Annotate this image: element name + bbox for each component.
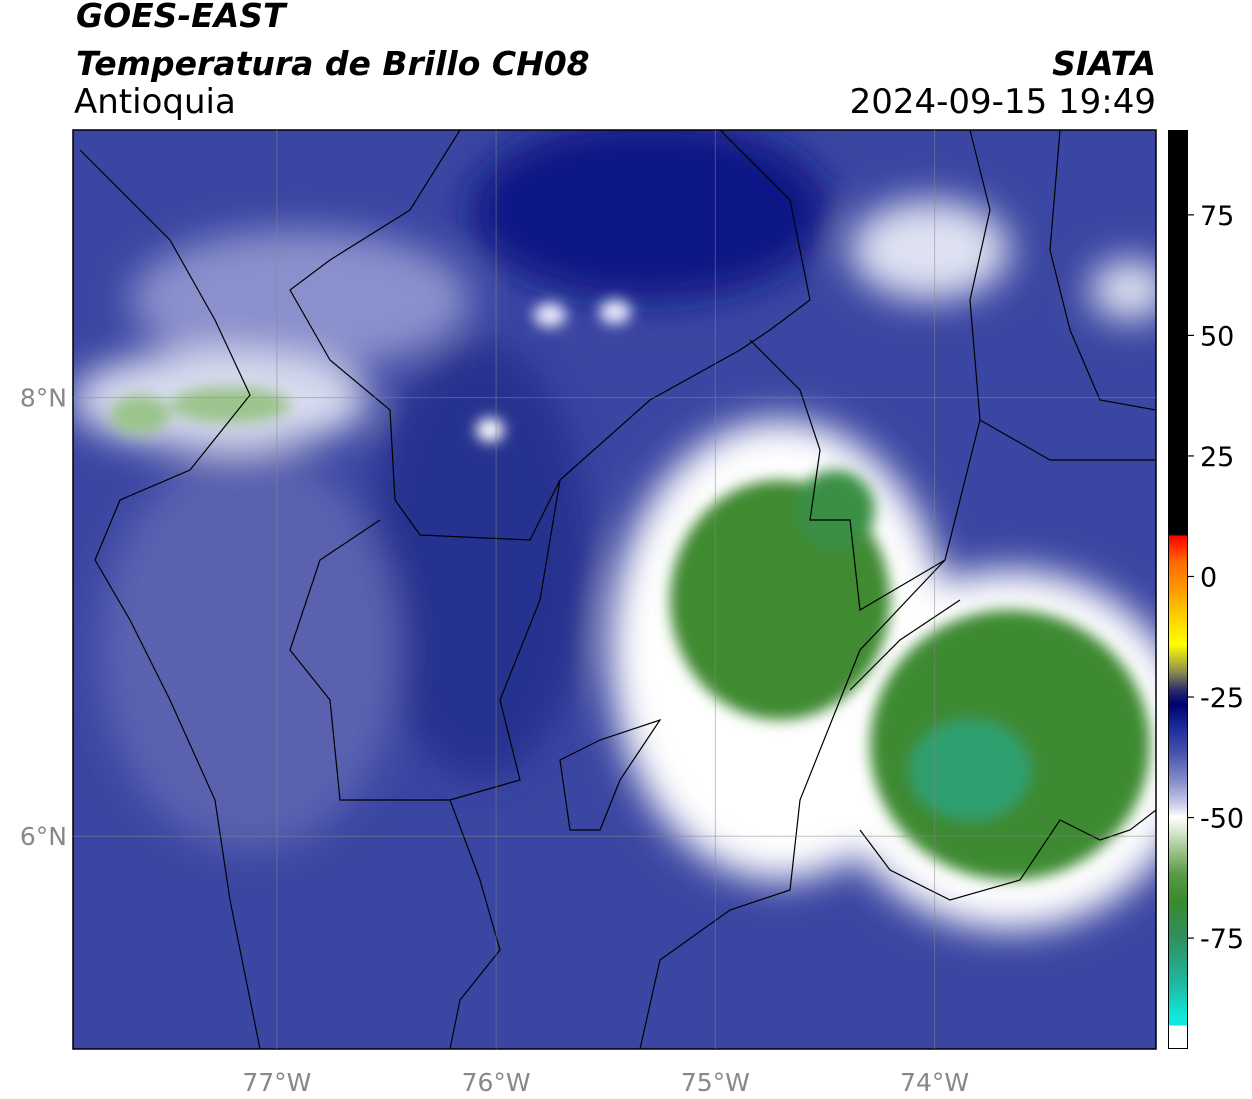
colorbar-tick-label: -25 (1200, 683, 1244, 714)
x-tick-label: 76°W (462, 1068, 531, 1097)
region: Antioquia (74, 82, 236, 122)
satellite-image (73, 130, 1156, 1049)
colorbar-tick-label: -50 (1200, 804, 1244, 835)
x-tick-label: 77°W (242, 1068, 311, 1097)
map-frame (72, 129, 1157, 1050)
colorbar-tick-label: 0 (1200, 562, 1217, 593)
colorbar (1168, 130, 1188, 1049)
x-tick-label: 75°W (681, 1068, 750, 1097)
x-tick-label: 74°W (900, 1068, 969, 1097)
source: SIATA (1052, 44, 1156, 83)
colorbar-tick-label: -75 (1200, 924, 1244, 955)
datetime: 2024-09-15 19:49 (849, 82, 1156, 122)
colorbar-tick-label: 25 (1200, 442, 1234, 473)
y-tick-label: 8°N (20, 384, 67, 413)
y-tick-label: 6°N (20, 822, 67, 851)
colorbar-tick-label: 75 (1200, 201, 1234, 232)
title: GOES-EAST (76, 0, 286, 35)
colorbar-tick-label: 50 (1200, 321, 1234, 352)
subtitle: Temperatura de Brillo CH08 (76, 44, 590, 83)
